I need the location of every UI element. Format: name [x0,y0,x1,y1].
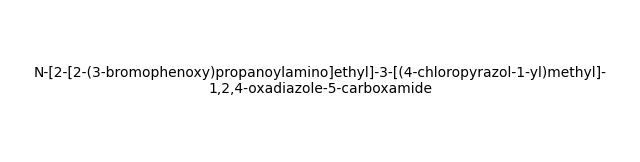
Text: N-[2-[2-(3-bromophenoxy)propanoylamino]ethyl]-3-[(4-chloropyrazol-1-yl)methyl]-
: N-[2-[2-(3-bromophenoxy)propanoylamino]e… [33,66,607,96]
